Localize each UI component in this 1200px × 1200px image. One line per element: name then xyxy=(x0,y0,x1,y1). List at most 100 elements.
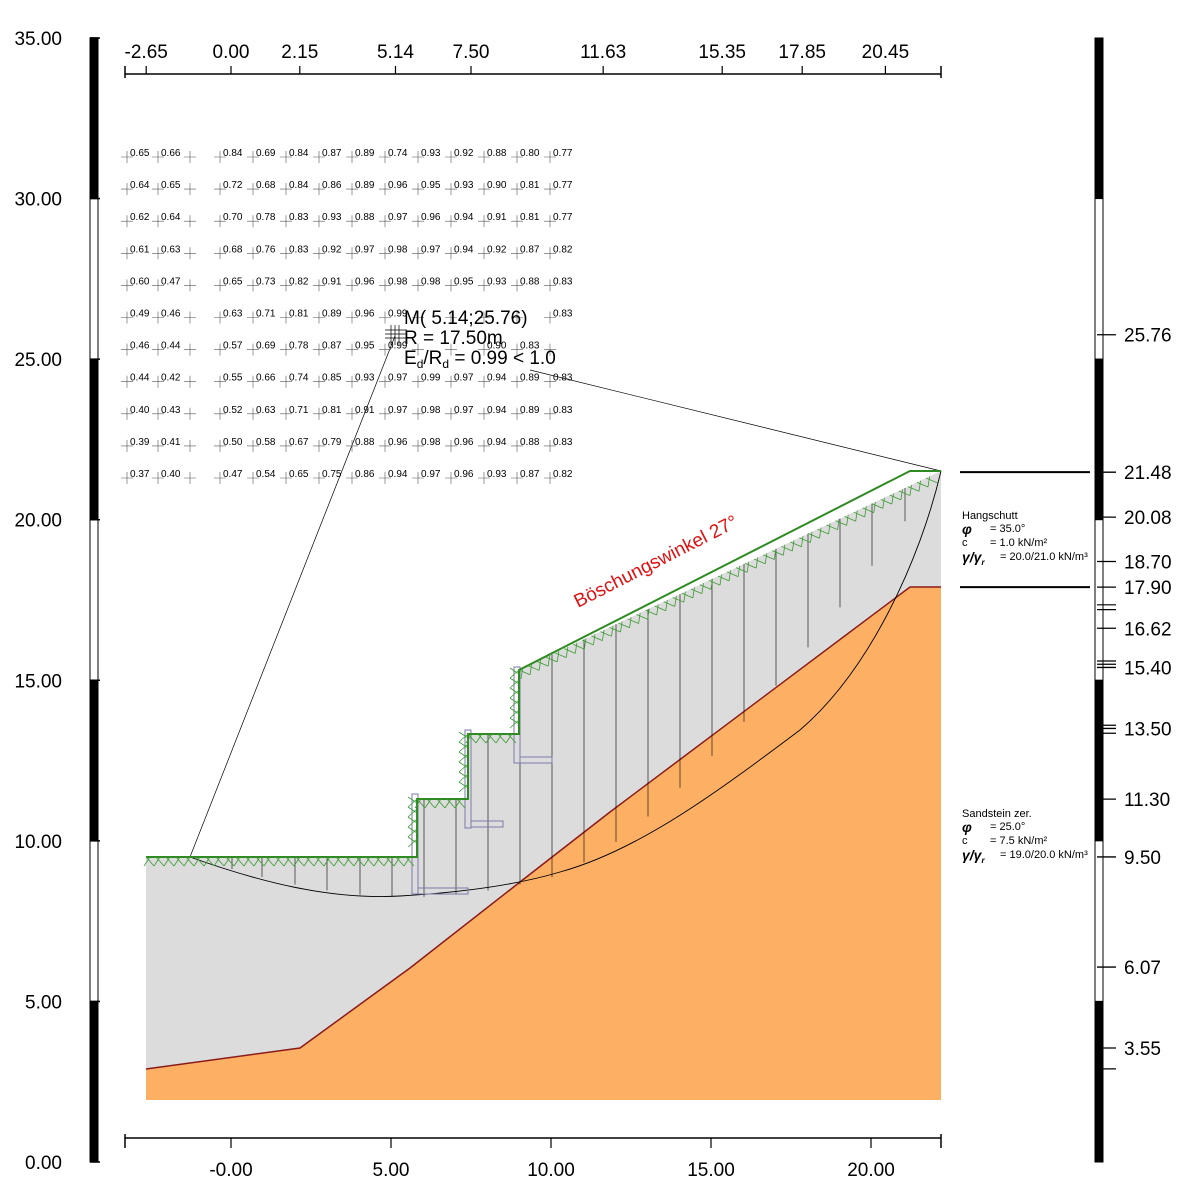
grid-value: 0.47 xyxy=(223,469,243,480)
right-scale-label: 16.62 xyxy=(1124,619,1172,640)
grid-value: 0.76 xyxy=(256,244,276,255)
slices xyxy=(231,487,906,897)
grid-value: 0.60 xyxy=(130,276,150,287)
grid-value: 0.74 xyxy=(289,373,309,384)
grid-value: 0.82 xyxy=(289,276,309,287)
grid-value: 0.68 xyxy=(256,180,276,191)
grid-value: 0.91 xyxy=(487,212,507,223)
grid-value: 0.82 xyxy=(553,244,573,255)
bottom-axis-label: -0.00 xyxy=(209,1160,252,1181)
right-scale-label: 25.76 xyxy=(1124,326,1172,347)
critical-result: M( 5.14;25.76) R = 17.50m Ed/Rd = 0.99 <… xyxy=(404,308,556,371)
c-symbol: c xyxy=(962,537,968,549)
grid-value: 0.96 xyxy=(421,212,441,223)
grid-value: 0.93 xyxy=(355,373,375,384)
grid-value: 0.65 xyxy=(223,276,243,287)
grid-value: 0.87 xyxy=(520,244,540,255)
grid-value: 0.40 xyxy=(130,405,150,416)
grid-value: 0.72 xyxy=(223,180,243,191)
grid-value: 0.50 xyxy=(223,437,243,448)
grid-value: 0.83 xyxy=(520,341,540,352)
ratio-prefix: E xyxy=(404,348,417,369)
right-scale-label: 15.40 xyxy=(1124,658,1172,679)
grid-value: 0.74 xyxy=(388,148,408,159)
c-value: = 7.5 kN/m² xyxy=(990,835,1047,847)
top-axis-label: 20.45 xyxy=(862,42,910,63)
bottom-axis: -0.00 5.00 10.00 15.00 20.00 xyxy=(124,1134,942,1181)
top-axis-label: 0.00 xyxy=(213,42,250,63)
grid-value: 0.83 xyxy=(289,244,309,255)
right-scale-label: 6.07 xyxy=(1124,958,1161,979)
soil-name: Sandstein zer. xyxy=(962,808,1032,820)
right-scale-label: 3.55 xyxy=(1124,1039,1161,1060)
grid-value: 0.71 xyxy=(289,405,309,416)
grid-value: 0.86 xyxy=(322,180,342,191)
grid-value: 0.73 xyxy=(256,276,276,287)
grid-value: 0.94 xyxy=(454,212,474,223)
grid-value: 0.97 xyxy=(388,212,408,223)
grid-value: 0.65 xyxy=(289,469,309,480)
right-scale-label: 11.30 xyxy=(1124,790,1170,811)
grid-value: 0.96 xyxy=(388,180,408,191)
gamma-sub: r xyxy=(981,856,985,865)
right-scale-label: 9.50 xyxy=(1124,848,1161,869)
top-axis-label: 15.35 xyxy=(698,42,746,63)
radius-value: R = 17.50m xyxy=(404,328,503,349)
grid-value: 0.87 xyxy=(322,341,342,352)
grid-value: 0.44 xyxy=(130,373,150,384)
top-axis-label: 17.85 xyxy=(778,42,826,63)
top-axis-label: 7.50 xyxy=(453,42,490,63)
grid-value: 0.69 xyxy=(256,148,276,159)
grid-value: 0.87 xyxy=(520,469,540,480)
grid-value: 0.64 xyxy=(161,212,181,223)
grid-value: 0.43 xyxy=(161,405,181,416)
grid-value: 0.46 xyxy=(161,309,181,320)
grid-value: 0.58 xyxy=(256,437,276,448)
grid-value: 0.88 xyxy=(355,437,375,448)
grid-value: 0.83 xyxy=(553,405,573,416)
grid-value: 0.93 xyxy=(421,148,441,159)
grid-value: 0.83 xyxy=(553,373,573,384)
factor-of-safety-grid: 0.65 0.66 0.64 0.65 0.62 0.64 0.61 0.63 0.60 0.47… xyxy=(121,148,573,484)
grid-value: 0.96 xyxy=(388,437,408,448)
grid-value: 0.97 xyxy=(355,244,375,255)
grid-value: 0.94 xyxy=(487,405,507,416)
soil-legend-hangschutt: Hangschutt φ = 35.0° c = 1.0 kN/m² γ/γr … xyxy=(962,510,1088,567)
grid-value: 0.44 xyxy=(161,341,181,352)
left-scale-label: 20.00 xyxy=(14,511,62,532)
grid-value: 0.41 xyxy=(161,437,181,448)
grid-value: 0.93 xyxy=(322,212,342,223)
grid-value: 0.64 xyxy=(130,180,150,191)
grid-value: 0.67 xyxy=(289,437,309,448)
ratio-sub-1: d xyxy=(417,357,424,371)
grid-value: 0.88 xyxy=(487,148,507,159)
grid-value: 0.81 xyxy=(520,212,540,223)
grid-value: 0.89 xyxy=(520,373,540,384)
gamma-main: γ/γ xyxy=(962,549,983,565)
left-scale-label: 0.00 xyxy=(25,1153,62,1174)
grid-value: 0.62 xyxy=(130,212,150,223)
soil-legend-sandstein: Sandstein zer. φ = 25.0° c = 7.5 kN/m² γ… xyxy=(962,808,1088,865)
grid-value: 0.49 xyxy=(130,309,150,320)
grid-value: 0.75 xyxy=(322,469,342,480)
grid-value: 0.83 xyxy=(553,276,573,287)
grid-value: 0.66 xyxy=(161,148,181,159)
grid-value: 0.89 xyxy=(322,309,342,320)
grid-value: 0.98 xyxy=(421,276,441,287)
gamma-value: = 19.0/20.0 kN/m³ xyxy=(1000,849,1088,861)
grid-value: 0.79 xyxy=(322,437,342,448)
grid-value: 0.89 xyxy=(520,405,540,416)
top-axis-label: 5.14 xyxy=(377,42,414,63)
grid-value: 0.42 xyxy=(161,373,181,384)
grid-value: 0.88 xyxy=(520,437,540,448)
grid-value: 0.82 xyxy=(553,469,573,480)
grid-value: 0.88 xyxy=(520,276,540,287)
phi-value: = 25.0° xyxy=(990,821,1025,833)
grid-value: 0.89 xyxy=(355,180,375,191)
grid-value: 0.52 xyxy=(223,405,243,416)
grid-value: 0.96 xyxy=(454,437,474,448)
radius-line-left xyxy=(189,335,396,858)
grid-value: 0.95 xyxy=(454,276,474,287)
bottom-axis-label: 15.00 xyxy=(687,1160,735,1181)
